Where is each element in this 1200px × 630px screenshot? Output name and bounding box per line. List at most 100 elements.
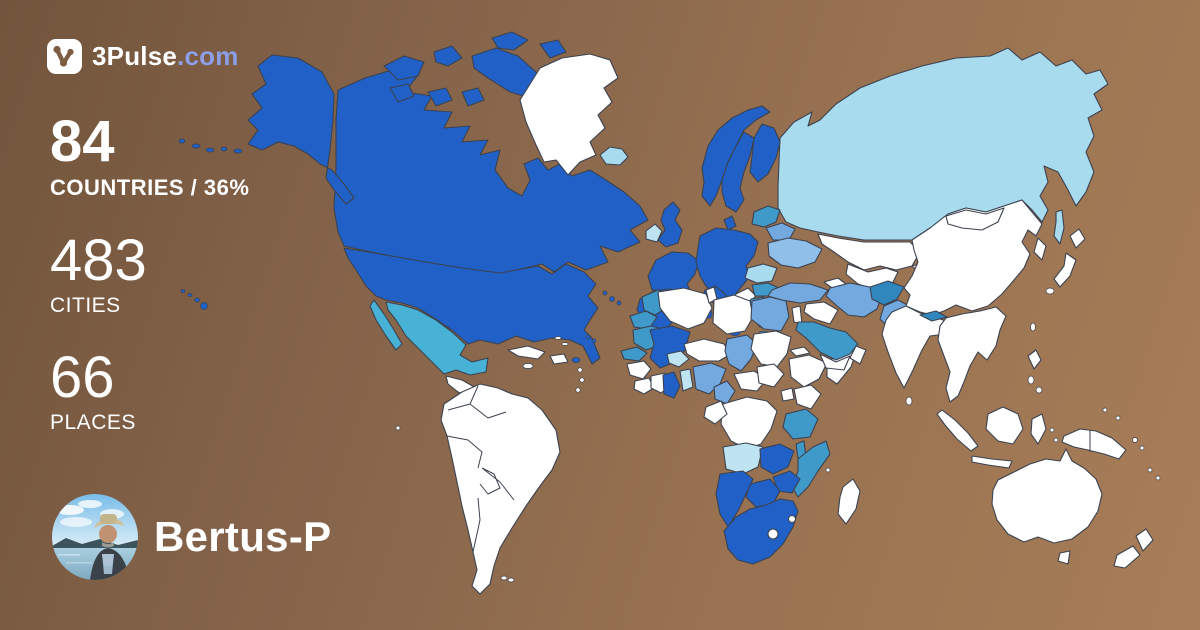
country-cuba [507, 345, 546, 360]
country-ireland [645, 223, 663, 243]
countries-label: COUNTRIES / 36% [50, 174, 250, 200]
island-sumatra [936, 409, 979, 452]
hawaii-islands [187, 293, 193, 297]
country-niger [683, 338, 732, 362]
country-australia [991, 448, 1103, 544]
aleutian-islands [220, 146, 228, 152]
country-canada-island [539, 39, 567, 59]
country-canada-island [491, 31, 529, 51]
country-cameroon [713, 380, 736, 405]
islands-bahamas [554, 336, 562, 340]
country-philippines [1027, 375, 1035, 385]
islands-cape-verde [591, 338, 597, 344]
pacific-islands [1115, 415, 1121, 421]
country-yemen [819, 353, 851, 371]
country-iran [825, 282, 883, 318]
country-canada-island [383, 55, 425, 81]
country-canada-island [461, 87, 485, 107]
country-new-zealand-north [1135, 528, 1154, 552]
cities-value: 483 [50, 227, 147, 293]
country-libya [712, 294, 754, 335]
region-korea [1033, 237, 1047, 261]
country-saudi-arabia [795, 321, 859, 361]
country-japan-hokkaido [1069, 228, 1086, 249]
islands-antilles [575, 387, 581, 393]
country-uganda [780, 387, 795, 402]
country-madagascar [837, 478, 861, 525]
islands-moluccas [1053, 437, 1059, 443]
country-lesotho [767, 528, 779, 540]
places-label: PLACES [50, 410, 136, 434]
region-baltics [751, 205, 781, 228]
country-chad [724, 334, 758, 372]
logo-badge [47, 39, 82, 74]
country-finland [749, 123, 781, 183]
island-borneo [985, 406, 1024, 445]
user-block: Bertus-P [52, 494, 331, 580]
hawaii-islands [200, 302, 208, 310]
islands-canary [616, 300, 622, 306]
country-usa [343, 247, 601, 365]
island-new-guinea [1061, 428, 1127, 460]
country-ethiopia [788, 354, 828, 388]
region-guinea [626, 360, 652, 380]
country-kazakhstan [817, 233, 921, 271]
country-romania [744, 263, 778, 284]
island-sulawesi [1030, 413, 1047, 445]
cities-label: CITIES [50, 293, 121, 317]
stat-countries: 84 COUNTRIES / 36% [50, 109, 250, 201]
hawaii-islands [194, 297, 200, 303]
country-angola [722, 442, 764, 475]
country-united-kingdom [657, 201, 683, 248]
pacific-islands [1147, 467, 1153, 473]
country-sri-lanka [905, 396, 913, 406]
country-mongolia [945, 207, 1005, 231]
region-syria-iraq [803, 301, 839, 325]
country-china [903, 199, 1043, 316]
aleutian-islands [178, 138, 186, 144]
country-zambia [759, 443, 795, 475]
country-belarus [765, 222, 796, 241]
country-canada-island [427, 87, 453, 107]
country-afghanistan [869, 280, 905, 306]
avatar [52, 494, 138, 580]
pacific-islands [1102, 407, 1108, 413]
country-canada-island [389, 83, 415, 103]
islands-antilles [577, 367, 583, 373]
island-puerto-rico [571, 357, 581, 363]
pacific-islands [1155, 475, 1161, 481]
country-kenya [793, 384, 822, 410]
stat-places: 66 PLACES [50, 347, 249, 435]
islands-galapagos [395, 425, 401, 431]
country-alaska [247, 54, 355, 205]
country-ghana [662, 371, 681, 399]
islands-falklands [507, 577, 515, 583]
map-countries [178, 31, 1161, 595]
aleutian-islands [191, 143, 201, 149]
country-senegal [620, 346, 648, 362]
hawaii-islands [180, 289, 186, 293]
island-java [971, 455, 1013, 469]
avatar-photo [52, 494, 138, 580]
region-levant [791, 305, 803, 325]
country-burkina-faso [666, 350, 690, 368]
brand-name: 3Pulse.com [92, 41, 239, 71]
region-togo-benin [679, 368, 694, 392]
country-japan-honshu [1053, 252, 1077, 288]
country-sudan [750, 330, 792, 368]
islands-canary [609, 296, 615, 302]
islands-comoros [825, 467, 831, 473]
continent-south-america [440, 383, 561, 595]
sa-borders [446, 385, 515, 553]
region-gabon-congo [703, 400, 728, 425]
country-turkey [767, 282, 829, 304]
region-central-europe [695, 227, 759, 304]
islands-cape-verde [585, 334, 591, 340]
islands-madeira [602, 290, 608, 296]
island-taiwan [1030, 322, 1036, 332]
aleutian-islands [205, 147, 215, 153]
pacific-islands [1132, 437, 1138, 443]
country-nepal [919, 310, 948, 322]
countries-value: 84 [50, 109, 115, 174]
